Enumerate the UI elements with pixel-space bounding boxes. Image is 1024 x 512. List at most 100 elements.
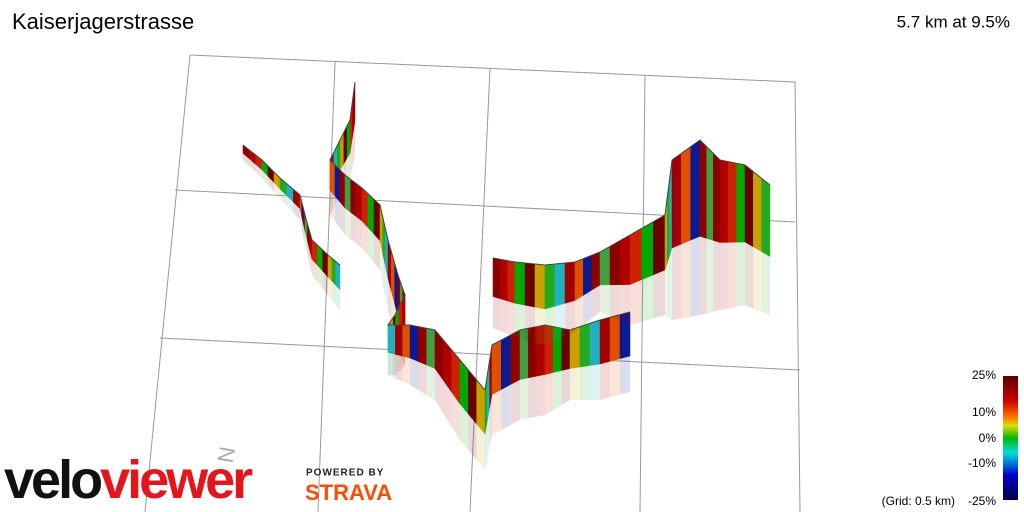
ribbon-base — [641, 274, 654, 322]
ribbon-wall — [327, 254, 333, 282]
ribbon-wall — [681, 146, 691, 245]
ribbon-base — [476, 424, 485, 470]
ribbon-wall — [761, 177, 771, 257]
ribbon-wall — [579, 322, 591, 368]
ribbon-wall — [609, 314, 621, 362]
summary: 5.7 km at 9.5% — [897, 12, 1010, 31]
ribbon-base — [274, 182, 280, 198]
ribbon-base — [328, 277, 332, 300]
ribbon-base — [280, 189, 287, 206]
ribbon-wall — [753, 171, 762, 253]
ribbon-base — [249, 158, 256, 172]
legend-label: 0% — [979, 431, 997, 445]
ribbon-base — [545, 306, 555, 345]
ribbon-base — [690, 236, 700, 317]
ribbon-base — [345, 208, 351, 240]
ribbon-base — [382, 253, 386, 297]
ribbon-base — [307, 240, 310, 265]
ribbon-base — [374, 234, 380, 270]
ribbon-base — [500, 298, 508, 334]
ribbon-base — [728, 242, 737, 309]
ribbon-base — [426, 365, 435, 400]
ribbon-base — [351, 131, 354, 171]
ribbon-wall — [619, 234, 631, 285]
ribbon-base — [536, 374, 545, 417]
ribbon-wall — [350, 178, 357, 218]
ribbon-base — [410, 358, 419, 390]
legend-label: 25% — [972, 368, 996, 382]
ribbon-base — [525, 305, 535, 343]
ribbon-wall — [395, 324, 403, 357]
ribbon-wall — [609, 240, 621, 286]
ribbon-base — [402, 356, 410, 385]
ribbon-base — [435, 368, 444, 414]
ribbon-base — [665, 262, 668, 317]
ribbon-wall — [426, 328, 436, 369]
ribbon-wall — [409, 324, 419, 362]
ribbon-wall — [554, 262, 566, 307]
ribbon-wall — [713, 152, 721, 243]
ribbon-base — [395, 354, 403, 382]
ribbon-base — [335, 196, 340, 229]
ribbon-base — [336, 285, 340, 310]
ribbon-base — [561, 368, 570, 405]
ribbon-base — [600, 361, 610, 400]
ribbon-base — [753, 246, 762, 312]
ribbon-base — [322, 271, 328, 295]
ribbon-base — [630, 279, 642, 325]
ribbon-wall — [583, 254, 592, 296]
ribbon-wall — [719, 159, 729, 243]
ribbon-base — [368, 227, 374, 263]
ribbon-base — [555, 303, 565, 341]
ribbon-base — [535, 307, 545, 345]
ribbon-base — [565, 300, 575, 337]
ribbon-base — [286, 195, 294, 213]
ribbon-base — [745, 242, 754, 309]
logo: veloviewer — [4, 450, 253, 510]
ribbon-base — [489, 394, 492, 447]
ribbon-base — [305, 231, 308, 255]
ribbon-base — [507, 301, 515, 337]
ribbon-base — [553, 370, 562, 410]
ribbon-base — [667, 255, 670, 319]
ribbon-wall — [361, 187, 369, 229]
ribbon-base — [713, 240, 720, 312]
ribbon-wall — [418, 326, 427, 366]
ribbon-base — [669, 248, 672, 320]
ribbon-base — [575, 295, 584, 332]
ribbon-wall — [501, 334, 511, 390]
ribbon-wall — [367, 193, 375, 235]
colorbar-scale — [1003, 376, 1018, 500]
ribbon-base — [653, 270, 665, 319]
ribbon-base — [620, 284, 630, 325]
ribbon-wall — [510, 329, 521, 385]
colorbar: 25% 10% 0% -10% -25% (Grid: 0.5 km) — [882, 368, 1018, 508]
ribbon-wall — [653, 214, 666, 276]
ribbon-wall — [706, 146, 714, 241]
ribbon-base — [451, 392, 460, 440]
ribbon-wall — [492, 257, 501, 300]
ribbon-wall — [402, 324, 411, 359]
ribbon-base — [591, 285, 600, 319]
ribbon-edge — [492, 139, 771, 266]
ribbon-wall — [744, 164, 754, 248]
ribbon-edge — [242, 144, 341, 266]
ribbon-wall — [334, 164, 341, 203]
ribbon-base — [736, 242, 745, 307]
ribbon-wall — [344, 174, 351, 213]
ribbon-base — [380, 240, 383, 284]
ribbon-base — [388, 351, 391, 375]
ribbon-base — [388, 278, 392, 324]
ribbon-base — [268, 176, 274, 192]
ribbon-wall — [629, 227, 642, 285]
ribbon-wall — [500, 259, 508, 302]
ribbon-wall — [507, 260, 516, 304]
legend-label: -25% — [968, 494, 996, 508]
ribbon-base — [590, 364, 600, 400]
ribbon-wall — [524, 262, 536, 308]
ribbon-wall — [544, 263, 556, 310]
ribbon-wall — [331, 257, 337, 287]
ribbon-wall — [514, 261, 526, 306]
ribbon-wall — [356, 183, 363, 222]
